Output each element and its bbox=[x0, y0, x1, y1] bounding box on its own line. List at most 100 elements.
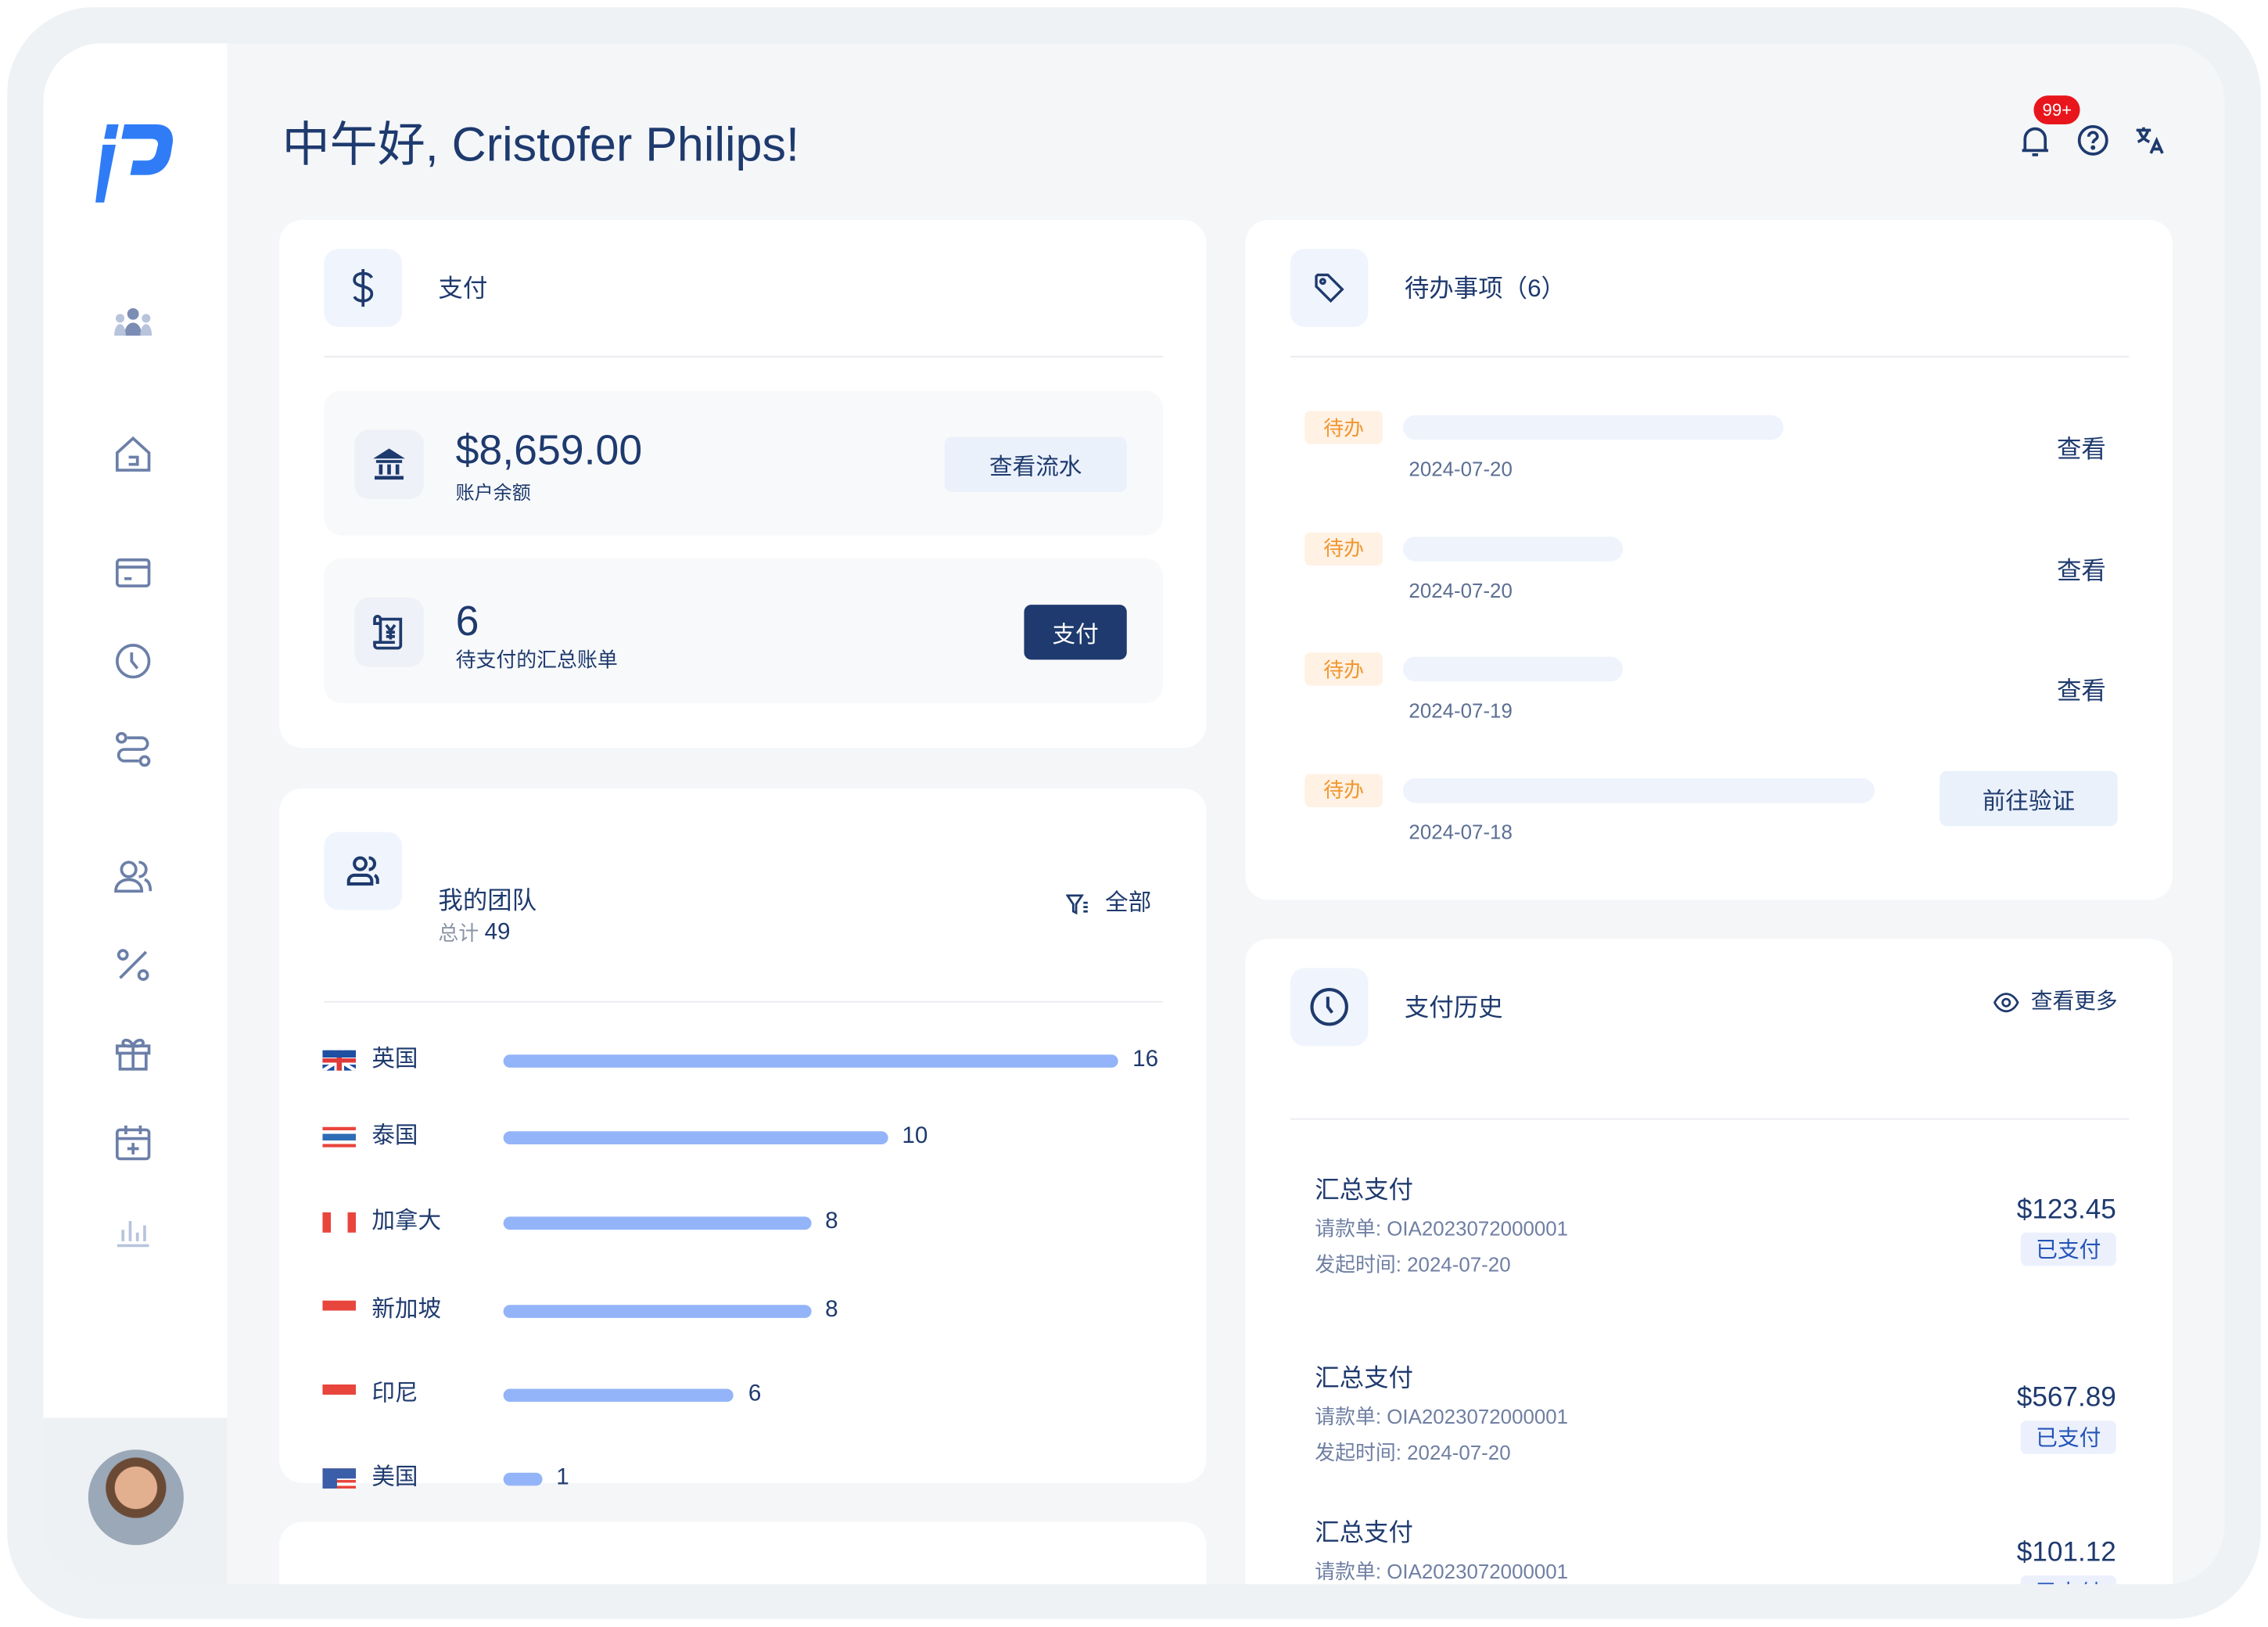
todo-date: 2024-07-20 bbox=[1409, 577, 1513, 602]
payment-title: 支付 bbox=[438, 275, 488, 303]
home-icon[interactable] bbox=[113, 434, 153, 475]
divider bbox=[1290, 355, 2130, 357]
calendar-icon[interactable] bbox=[113, 1122, 153, 1163]
team-card: 我的团队 总计 49 全部 英国 16 泰国 10 加拿大 8 新加坡 8 印尼 6 美国 1 bbox=[278, 788, 1207, 1489]
flag-ca-icon bbox=[322, 1212, 356, 1233]
divider bbox=[1290, 1118, 2130, 1120]
users-icon[interactable] bbox=[113, 857, 153, 897]
view-transactions-button[interactable]: 查看流水 bbox=[944, 436, 1127, 492]
sidebar bbox=[43, 43, 228, 1418]
todo-placeholder bbox=[1403, 415, 1784, 440]
team-icon[interactable] bbox=[113, 303, 153, 344]
todo-date: 2024-07-20 bbox=[1409, 457, 1513, 481]
todo-status-badge: 待办 bbox=[1304, 773, 1383, 807]
flag-us-icon bbox=[322, 1468, 356, 1489]
history-amount: $101.12 bbox=[2016, 1538, 2116, 1568]
team-title: 我的团队 bbox=[438, 886, 537, 914]
team-bar bbox=[503, 1388, 734, 1403]
verify-button[interactable]: 前往验证 bbox=[1940, 770, 2118, 826]
todo-title: 待办事项（6） bbox=[1404, 275, 1566, 303]
logo bbox=[95, 124, 174, 203]
team-row: 泰国 10 bbox=[279, 1120, 1207, 1155]
app-window: 中午好, Cristofer Philips! 99+ 支付 $8,659.00… bbox=[43, 43, 2225, 1585]
greeting: 中午好, Cristofer Philips! bbox=[282, 117, 799, 171]
payment-history-card: 支付历史 查看更多 汇总支付 请款单: OIA2023072000001 发起时间:… bbox=[1245, 939, 2173, 1585]
todo-item: 待办 2024-07-20 查看 bbox=[1245, 411, 2173, 497]
chart-icon[interactable] bbox=[113, 1209, 153, 1250]
pending-label: 待支付的汇总账单 bbox=[455, 648, 618, 672]
team-row: 加拿大 8 bbox=[279, 1205, 1207, 1240]
team-count: 8 bbox=[825, 1209, 838, 1234]
team-bar bbox=[503, 1305, 811, 1318]
todo-status-badge: 待办 bbox=[1304, 652, 1383, 686]
eye-icon[interactable] bbox=[1993, 993, 2019, 1013]
country-label: 美国 bbox=[371, 1465, 418, 1490]
card-icon[interactable] bbox=[113, 553, 153, 594]
help-icon[interactable] bbox=[2077, 124, 2109, 156]
history-order-id: 请款单: OIA2023072000001 bbox=[1315, 1404, 1569, 1428]
country-label: 印尼 bbox=[371, 1381, 418, 1406]
flag-sg-icon bbox=[322, 1300, 356, 1321]
balance-label: 账户余额 bbox=[455, 481, 531, 504]
sidebar-footer bbox=[43, 1417, 228, 1585]
todo-item: 待办 2024-07-19 查看 bbox=[1245, 652, 2173, 739]
team-row: 美国 1 bbox=[279, 1461, 1207, 1496]
todo-view-link[interactable]: 查看 bbox=[2056, 435, 2106, 463]
flag-id-icon bbox=[322, 1384, 356, 1405]
translate-icon[interactable] bbox=[2133, 124, 2166, 156]
todo-item: 待办 2024-07-18 前往验证 bbox=[1245, 770, 2173, 860]
bank-icon bbox=[354, 429, 424, 500]
team-count: 1 bbox=[556, 1465, 569, 1490]
filter-icon[interactable] bbox=[1065, 893, 1089, 916]
percent-icon[interactable] bbox=[113, 945, 153, 986]
todo-placeholder bbox=[1403, 656, 1624, 682]
paid-status-badge: 已支付 bbox=[2020, 1420, 2116, 1454]
divider bbox=[324, 355, 1163, 357]
todo-item: 待办 2024-07-20 查看 bbox=[1245, 531, 2173, 619]
route-icon[interactable] bbox=[113, 729, 153, 770]
notification-badge: 99+ bbox=[2033, 95, 2081, 125]
country-label: 加拿大 bbox=[371, 1209, 442, 1234]
team-total: 49 bbox=[484, 920, 511, 945]
history-order-id: 请款单: OIA2023072000001 bbox=[1315, 1559, 1569, 1583]
history-item-title: 汇总支付 bbox=[1315, 1364, 1413, 1392]
team-count: 6 bbox=[748, 1381, 762, 1406]
pay-button[interactable]: 支付 bbox=[1024, 605, 1127, 660]
country-label: 英国 bbox=[371, 1047, 418, 1072]
history-clock-icon bbox=[1290, 968, 1369, 1047]
divider bbox=[324, 1000, 1163, 1003]
history-amount: $123.45 bbox=[2016, 1194, 2116, 1226]
history-title: 支付历史 bbox=[1404, 993, 1503, 1022]
balance-panel: $8,659.00 账户余额 查看流水 bbox=[324, 390, 1163, 536]
avatar[interactable] bbox=[88, 1449, 184, 1546]
team-bar bbox=[503, 1472, 542, 1486]
todo-view-link[interactable]: 查看 bbox=[2056, 556, 2106, 584]
todo-card: 待办事项（6） 待办 2024-07-20 查看 待办 2024-07-20 查看 待办 20… bbox=[1245, 220, 2173, 900]
gift-icon[interactable] bbox=[113, 1033, 153, 1074]
team-count: 8 bbox=[825, 1298, 838, 1323]
bell-icon[interactable] bbox=[2019, 124, 2051, 159]
todo-status-badge: 待办 bbox=[1304, 411, 1383, 444]
pending-count: 6 bbox=[455, 598, 479, 645]
todo-placeholder bbox=[1403, 536, 1624, 561]
team-bar bbox=[503, 1131, 888, 1144]
clock-icon[interactable] bbox=[113, 641, 153, 681]
team-users-icon bbox=[324, 831, 403, 910]
team-row: 英国 16 bbox=[279, 1043, 1207, 1077]
balance-amount: $8,659.00 bbox=[455, 428, 643, 475]
flag-th-icon bbox=[322, 1126, 356, 1148]
pending-bills-panel: 6 待支付的汇总账单 支付 bbox=[324, 558, 1163, 703]
view-more-link[interactable]: 查看更多 bbox=[2030, 989, 2118, 1015]
filter-all[interactable]: 全部 bbox=[1105, 891, 1152, 916]
todo-view-link[interactable]: 查看 bbox=[2056, 677, 2106, 705]
history-item-title: 汇总支付 bbox=[1315, 1176, 1413, 1204]
bill-icon bbox=[354, 597, 424, 667]
team-row: 印尼 6 bbox=[279, 1377, 1207, 1412]
todo-date: 2024-07-19 bbox=[1409, 699, 1513, 722]
country-label: 新加坡 bbox=[371, 1298, 442, 1323]
paid-status-badge: 已支付 bbox=[2020, 1232, 2116, 1266]
team-bar bbox=[503, 1216, 811, 1230]
